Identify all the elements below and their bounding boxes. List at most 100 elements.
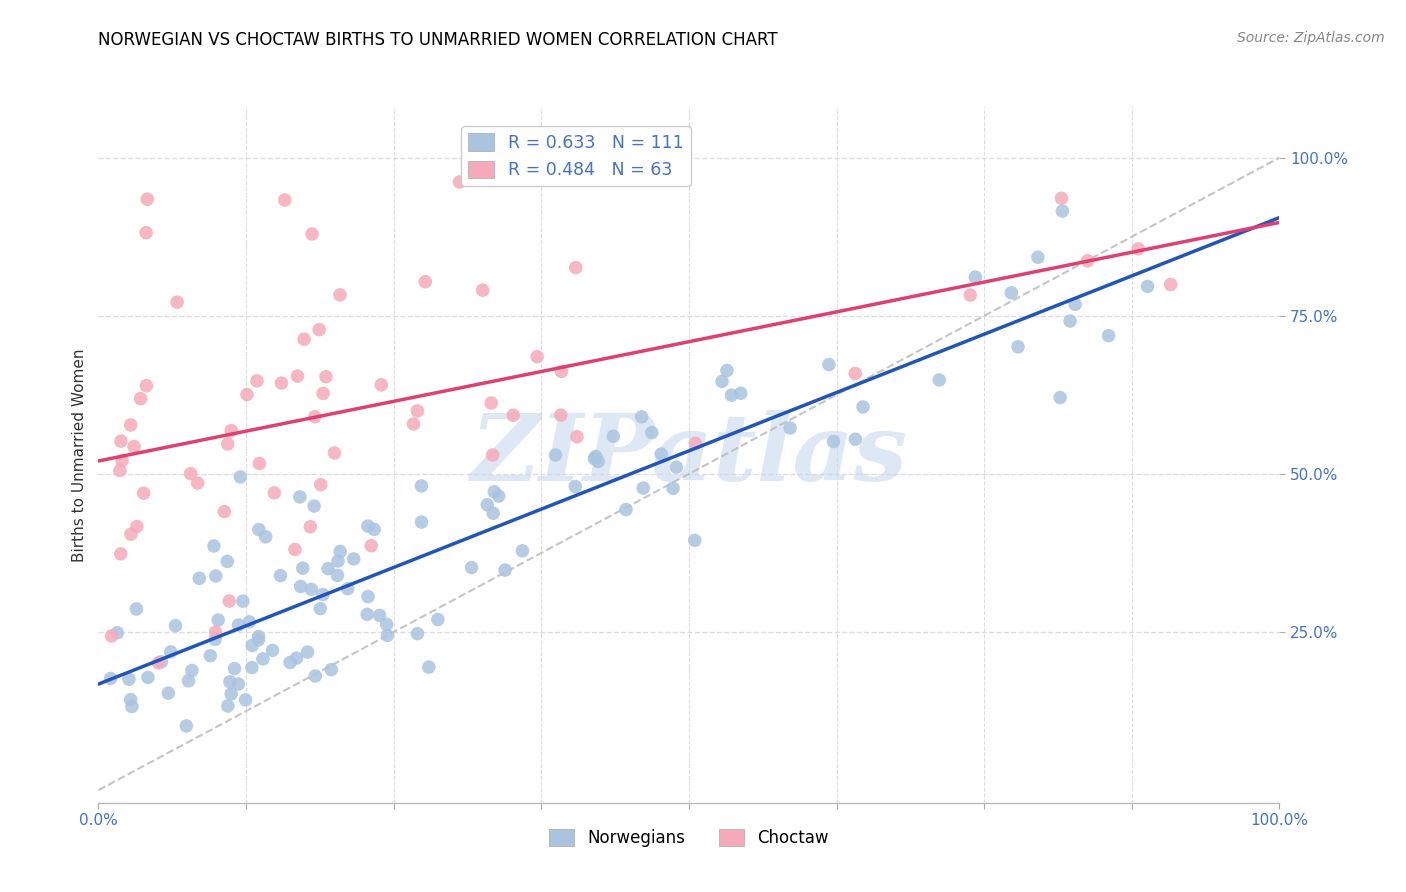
Point xyxy=(166,295,188,310)
Point xyxy=(1097,328,1119,343)
Point xyxy=(125,602,148,616)
Point xyxy=(287,369,309,384)
Point xyxy=(965,270,987,285)
Text: Source: ZipAtlas.com: Source: ZipAtlas.com xyxy=(1237,31,1385,45)
Point xyxy=(217,554,239,568)
Point xyxy=(844,432,866,446)
Point xyxy=(1059,314,1081,328)
Point xyxy=(292,332,315,346)
Point xyxy=(204,625,226,640)
Point xyxy=(329,288,352,302)
Point xyxy=(411,515,433,529)
Point xyxy=(135,378,157,392)
Point xyxy=(274,193,297,207)
Point xyxy=(132,486,155,500)
Point xyxy=(488,489,510,503)
Point xyxy=(411,479,433,493)
Point xyxy=(304,409,326,424)
Point xyxy=(246,374,269,388)
Point xyxy=(630,409,652,424)
Point xyxy=(363,522,385,536)
Point xyxy=(217,437,239,451)
Point xyxy=(100,672,122,686)
Point xyxy=(110,434,132,449)
Point xyxy=(219,674,242,689)
Point xyxy=(247,457,270,471)
Point xyxy=(165,618,187,632)
Point xyxy=(650,447,672,461)
Point xyxy=(818,358,841,372)
Point xyxy=(326,568,349,582)
Point xyxy=(176,719,198,733)
Point xyxy=(219,424,242,438)
Point xyxy=(111,453,134,467)
Point xyxy=(730,386,752,401)
Point xyxy=(207,613,229,627)
Point xyxy=(406,626,429,640)
Point xyxy=(550,364,572,378)
Point xyxy=(315,369,337,384)
Point xyxy=(150,655,173,669)
Point xyxy=(105,625,128,640)
Point xyxy=(200,648,222,663)
Point xyxy=(460,560,482,574)
Point xyxy=(1050,191,1073,205)
Point xyxy=(301,227,323,241)
Point xyxy=(356,607,378,622)
Point xyxy=(219,687,242,701)
Point xyxy=(121,699,143,714)
Point xyxy=(228,677,250,691)
Point xyxy=(136,192,159,206)
Point xyxy=(1160,277,1182,292)
Point xyxy=(484,484,506,499)
Point xyxy=(316,562,339,576)
Point xyxy=(1077,253,1099,268)
Point xyxy=(329,544,352,558)
Point xyxy=(263,486,285,500)
Point xyxy=(135,226,157,240)
Point xyxy=(336,582,359,596)
Point xyxy=(228,618,250,632)
Point xyxy=(1026,250,1049,264)
Point xyxy=(1049,391,1071,405)
Point xyxy=(218,594,240,608)
Point xyxy=(284,542,307,557)
Point xyxy=(204,569,226,583)
Point xyxy=(662,481,685,495)
Point xyxy=(157,686,180,700)
Point xyxy=(779,421,801,435)
Point xyxy=(823,434,845,449)
Point xyxy=(188,571,211,585)
Point xyxy=(481,448,503,462)
Point xyxy=(614,502,637,516)
Point xyxy=(291,561,314,575)
Point xyxy=(1064,297,1087,311)
Point xyxy=(413,275,436,289)
Point xyxy=(477,498,499,512)
Point xyxy=(214,505,236,519)
Point xyxy=(357,519,380,533)
Point xyxy=(368,608,391,623)
Point xyxy=(544,448,567,462)
Point xyxy=(343,552,366,566)
Point xyxy=(357,590,380,604)
Point xyxy=(959,288,981,302)
Point xyxy=(129,392,152,406)
Point xyxy=(148,656,170,670)
Point xyxy=(290,579,312,593)
Y-axis label: Births to Unmarried Women: Births to Unmarried Women xyxy=(72,348,87,562)
Point xyxy=(685,436,707,450)
Point xyxy=(270,376,292,390)
Point xyxy=(204,632,226,647)
Point xyxy=(360,539,382,553)
Point xyxy=(288,490,311,504)
Point xyxy=(308,323,330,337)
Point xyxy=(120,527,142,541)
Point xyxy=(236,387,259,401)
Point xyxy=(285,651,308,665)
Text: ZIPatlas: ZIPatlas xyxy=(471,410,907,500)
Point xyxy=(1128,242,1150,256)
Point xyxy=(262,643,284,657)
Point xyxy=(326,554,349,568)
Point xyxy=(928,373,950,387)
